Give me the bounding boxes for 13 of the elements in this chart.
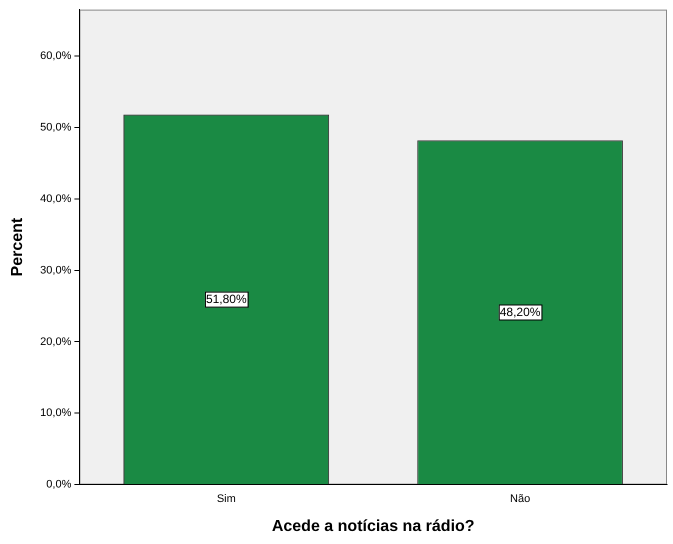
- x-axis-title: Acede a notícias na rádio?: [272, 518, 475, 535]
- y-tick-label: 10,0%: [40, 407, 72, 420]
- y-tick-label: 0,0%: [46, 478, 72, 491]
- x-tick-label: Não: [510, 493, 530, 506]
- data-label: 51,80%: [206, 292, 247, 306]
- y-tick-label: 60,0%: [40, 50, 72, 62]
- data-label: 48,20%: [500, 304, 541, 319]
- x-tick-label: Sim: [216, 493, 236, 506]
- y-tick-label: 30,0%: [40, 264, 72, 276]
- y-tick-label: 50,0%: [40, 121, 72, 134]
- y-tick-label: 40,0%: [40, 192, 72, 205]
- y-axis-title: Percent: [9, 217, 26, 276]
- y-tick-label: 20,0%: [40, 336, 72, 348]
